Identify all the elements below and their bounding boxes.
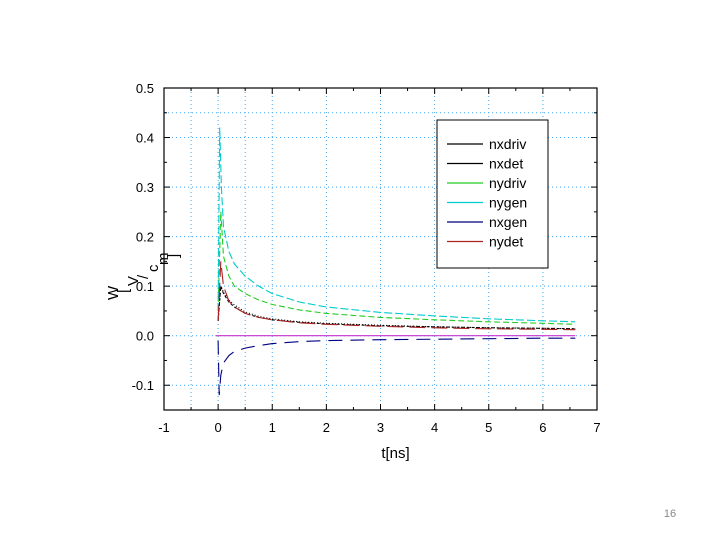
y-axis-label-group: W[ V/ cm] — [105, 253, 182, 301]
page-number: 16 — [663, 508, 677, 520]
x-axis-label: t[ns] — [381, 445, 409, 462]
series-line — [217, 211, 576, 325]
legend-label: nygen — [489, 195, 527, 211]
legend: nxdriv nxdet nydriv nygen nxgen nydet — [436, 119, 549, 269]
y-tick-label: -0.1 — [132, 378, 154, 393]
series-layer — [215, 127, 576, 396]
x-tick-label: 4 — [431, 420, 438, 435]
legend-label: nxdriv — [489, 136, 526, 152]
legend-box — [436, 119, 549, 269]
y-tick-label: 0.1 — [136, 279, 154, 294]
y-axis-label-char: m — [155, 253, 172, 266]
series-line — [217, 284, 576, 330]
y-tick-label: 0.3 — [136, 180, 154, 195]
y-axis-label-char: W — [105, 285, 122, 300]
y-axis-label-char: / — [135, 274, 152, 279]
x-tick-label: 2 — [323, 420, 330, 435]
legend-label: nxgen — [489, 214, 527, 230]
x-tick-label: -1 — [158, 420, 170, 435]
x-tick-label: 7 — [593, 420, 600, 435]
series-line — [217, 337, 576, 396]
y-tick-label: 0.0 — [136, 329, 154, 344]
x-tick-label: 3 — [377, 420, 384, 435]
series-line — [217, 127, 576, 323]
x-tick-label: 6 — [539, 420, 546, 435]
x-tick-label: 5 — [485, 420, 492, 435]
y-axis-label-char: [ — [115, 288, 132, 293]
series-line — [217, 261, 576, 331]
y-axis-label: W[ V/ cm] — [105, 253, 182, 301]
y-axis-label-char: c — [145, 264, 162, 272]
y-tick-label: 0.4 — [136, 131, 154, 146]
y-tick-label: 0.5 — [136, 81, 154, 96]
y-axis-label-char: V — [125, 276, 142, 286]
x-tick-label: 1 — [269, 420, 276, 435]
legend-label: nxdet — [489, 156, 523, 172]
y-axis-label-char: ] — [165, 254, 182, 258]
legend-label: nydet — [489, 234, 523, 250]
series-line — [217, 286, 576, 330]
tick-layer: -1 0 1 2 3 4 5 6 7 -0.1 0.0 0.1 0.2 0.3 0.4 0.5 — [132, 81, 601, 435]
y-tick-label: 0.2 — [136, 230, 154, 245]
x-tick-label: 0 — [215, 420, 222, 435]
legend-label: nydriv — [489, 175, 526, 191]
